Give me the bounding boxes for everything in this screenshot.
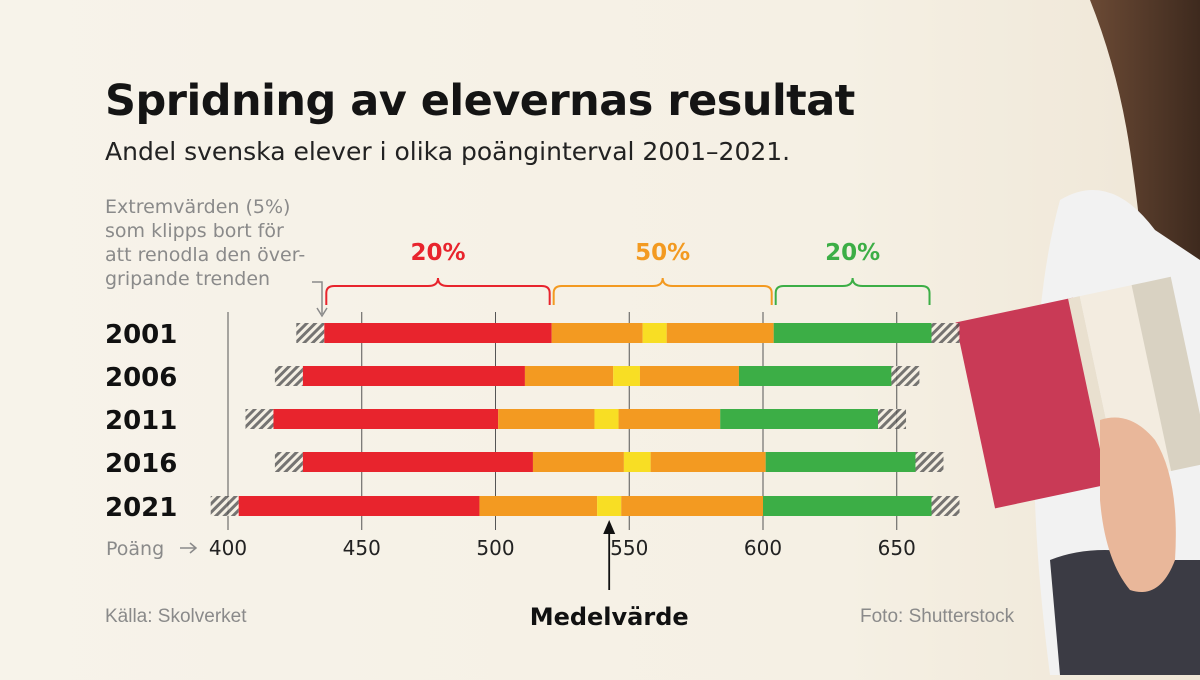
x-tick-label: 450 bbox=[343, 536, 381, 560]
bar-segment-mid bbox=[618, 409, 721, 429]
bar-segment-mid bbox=[551, 323, 643, 343]
bar-segment-mid bbox=[498, 409, 595, 429]
year-label: 2006 bbox=[105, 363, 177, 393]
bar-extreme-low bbox=[274, 366, 303, 386]
bar-extreme-high bbox=[915, 452, 944, 472]
bar-extreme-low bbox=[245, 409, 274, 429]
chart-title: Spridning av elevernas resultat bbox=[105, 76, 855, 126]
band-percent-label: 50% bbox=[635, 240, 690, 266]
bar-segment-high bbox=[720, 409, 879, 429]
bar-segment-mid bbox=[479, 496, 598, 516]
student-with-books-illustration bbox=[955, 0, 1200, 675]
bar-extreme-low bbox=[296, 323, 325, 343]
mean-arrowhead bbox=[603, 520, 616, 534]
band-bracket bbox=[552, 277, 773, 305]
bar-segment-mid bbox=[666, 323, 774, 343]
bar-segment-mid bbox=[650, 452, 766, 472]
bar-segment-low bbox=[238, 496, 480, 516]
bar-segment-low bbox=[324, 323, 552, 343]
photo-credit: Foto: Shutterstock bbox=[860, 606, 1015, 627]
bar-segment-mean bbox=[642, 323, 667, 343]
band-percent-label: 20% bbox=[825, 240, 880, 266]
bar-extreme-low bbox=[210, 496, 239, 516]
note-line: som klipps bort för bbox=[105, 220, 284, 242]
x-tick-label: 500 bbox=[476, 536, 514, 560]
bar-segment-mean bbox=[613, 366, 640, 386]
bar-segment-mean bbox=[623, 452, 651, 472]
bar-segment-high bbox=[763, 496, 932, 516]
band-bracket bbox=[325, 277, 551, 305]
x-tick-label: 550 bbox=[610, 536, 648, 560]
student-photo bbox=[940, 0, 1200, 675]
band-percent-label: 20% bbox=[410, 240, 465, 266]
bar-segment-high bbox=[765, 452, 916, 472]
bar-segment-mean bbox=[597, 496, 622, 516]
source-credit: Källa: Skolverket bbox=[105, 606, 247, 627]
bar-segment-high bbox=[773, 323, 932, 343]
note-arrow bbox=[312, 281, 323, 314]
bar-segment-mean bbox=[594, 409, 619, 429]
note-line: gripande trenden bbox=[105, 268, 271, 290]
note-line: Extremvärden (5%) bbox=[105, 196, 291, 218]
bar-segment-mid bbox=[621, 496, 763, 516]
x-axis-label: Poäng bbox=[106, 538, 164, 560]
year-label: 2011 bbox=[105, 406, 177, 436]
x-tick-label: 600 bbox=[744, 536, 782, 560]
bar-segment-mid bbox=[532, 452, 624, 472]
bar-extreme-high bbox=[878, 409, 907, 429]
x-tick-label: 650 bbox=[878, 536, 916, 560]
x-tick-label: 400 bbox=[209, 536, 247, 560]
bar-segment-low bbox=[302, 452, 533, 472]
bar-segment-low bbox=[273, 409, 499, 429]
bar-extreme-low bbox=[274, 452, 303, 472]
bar-segment-low bbox=[302, 366, 525, 386]
year-label: 2021 bbox=[105, 493, 177, 523]
bar-extreme-high bbox=[891, 366, 920, 386]
year-label: 2016 bbox=[105, 449, 177, 479]
x-axis-arrow bbox=[180, 542, 198, 554]
extreme-values-note: Extremvärden (5%) som klipps bort för at… bbox=[105, 195, 365, 291]
bar-segment-high bbox=[738, 366, 892, 386]
note-arrowhead bbox=[316, 307, 328, 318]
mean-label: Medelvärde bbox=[530, 603, 689, 631]
chart-subtitle: Andel svenska elever i olika poänginterv… bbox=[105, 137, 791, 166]
band-bracket bbox=[774, 277, 931, 305]
note-line: att renodla den över- bbox=[105, 244, 306, 266]
bar-extreme-high bbox=[931, 323, 960, 343]
bar-extreme-high bbox=[931, 496, 960, 516]
year-label: 2001 bbox=[105, 320, 177, 350]
bar-segment-mid bbox=[524, 366, 614, 386]
bar-segment-mid bbox=[639, 366, 739, 386]
